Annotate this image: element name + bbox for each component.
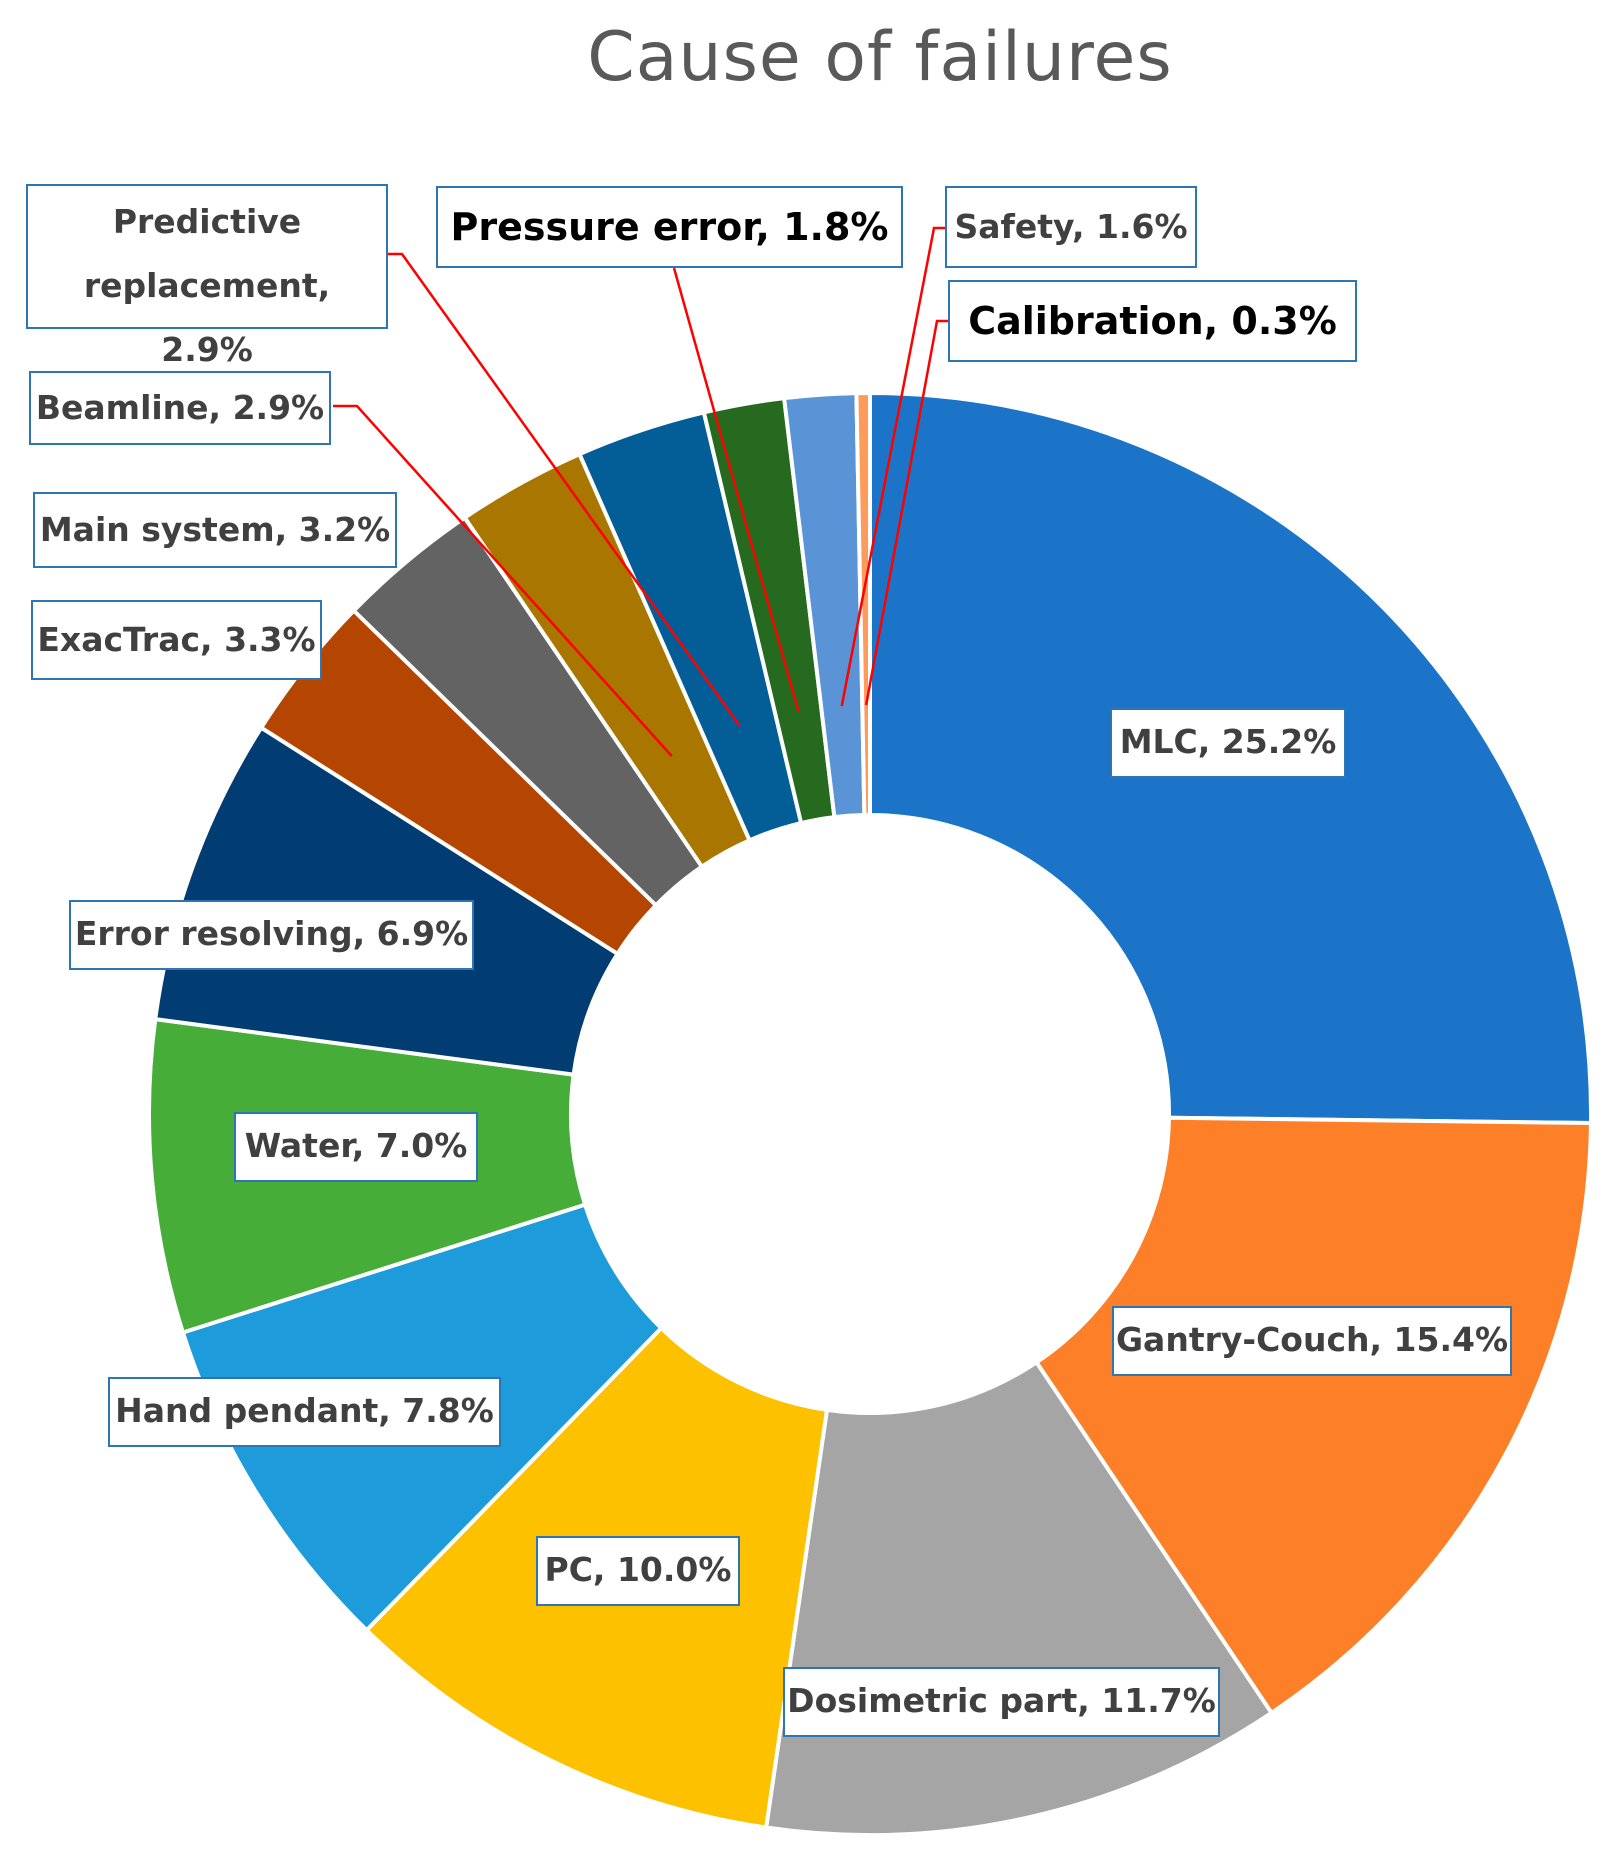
chart-title: Cause of failures <box>587 18 1173 97</box>
slice-calibration <box>854 391 872 818</box>
slice-label-calibration: Calibration, 0.3% <box>948 280 1357 362</box>
slice-label-pressure-error: Pressure error, 1.8% <box>436 186 903 268</box>
slice-label-mlc: MLC, 25.2% <box>1110 708 1346 778</box>
leader-line-beamline <box>333 404 673 758</box>
slice-label-safety: Safety, 1.6% <box>945 186 1197 268</box>
leader-line-calibration <box>864 319 948 706</box>
slice-label-pc: PC, 10.0% <box>536 1536 740 1606</box>
slice-label-main-system: Main system, 3.2% <box>33 492 397 568</box>
leader-lines <box>333 226 948 758</box>
slice-label-dosimetric-part: Dosimetric part, 11.7% <box>783 1667 1220 1737</box>
slice-label-hand-pendant: Hand pendant, 7.8% <box>108 1377 501 1447</box>
leader-line-safety <box>840 226 945 707</box>
slice-label-exactrac: ExacTrac, 3.3% <box>31 600 322 680</box>
leader-line-predictive-replacement <box>388 252 741 727</box>
slice-label-beamline: Beamline, 2.9% <box>29 371 331 445</box>
leader-line-pressure-error <box>672 267 800 712</box>
slice-gantry-couch <box>1034 1115 1593 1715</box>
slice-label-water: Water, 7.0% <box>234 1112 478 1182</box>
slice-label-gantry-couch: Gantry-Couch, 15.4% <box>1112 1306 1512 1376</box>
slice-label-error-resolving: Error resolving, 6.9% <box>69 900 474 970</box>
slice-label-predictive-replacement: Predictive replacement, 2.9% <box>26 184 388 369</box>
